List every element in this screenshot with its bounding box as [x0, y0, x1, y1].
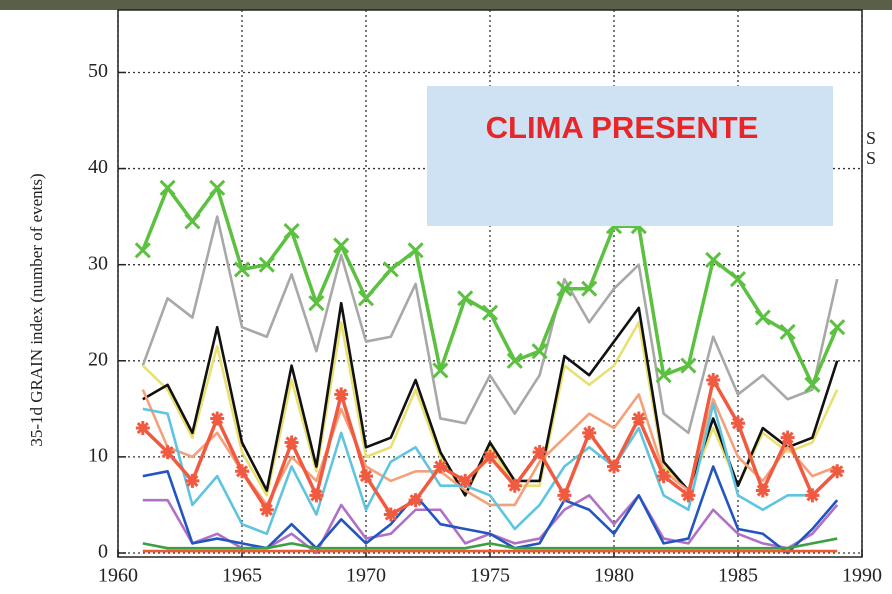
point-marker — [731, 416, 745, 430]
point-marker — [409, 493, 423, 507]
point-marker — [433, 460, 447, 474]
point-marker — [309, 488, 323, 502]
annotation: CLIMA PRESENTE — [486, 110, 759, 145]
point-marker — [632, 411, 646, 425]
point-marker — [805, 488, 819, 502]
x-tick-label: 1990 — [842, 565, 882, 587]
top-strip — [0, 0, 892, 10]
point-marker — [334, 387, 348, 401]
point-marker — [681, 488, 695, 502]
point-marker — [756, 484, 770, 498]
point-marker — [756, 311, 770, 325]
x-tick-label: 1970 — [346, 565, 386, 587]
y-tick-label: 10 — [88, 444, 108, 466]
point-marker — [235, 464, 249, 478]
x-tick-label: 1975 — [470, 565, 510, 587]
y-tick-label: 50 — [88, 60, 108, 82]
right-label: S — [866, 128, 876, 148]
point-marker — [607, 460, 621, 474]
point-marker — [582, 426, 596, 440]
point-marker — [161, 181, 175, 195]
point-marker — [161, 445, 175, 459]
right-label: S — [866, 148, 876, 168]
x-tick-label: 1965 — [222, 565, 262, 587]
point-marker — [706, 373, 720, 387]
point-marker — [533, 445, 547, 459]
page: {"chart_data": {"type": "line", "y_label… — [0, 0, 892, 594]
point-marker — [458, 474, 472, 488]
point-marker — [334, 238, 348, 252]
point-marker — [781, 325, 795, 339]
point-marker — [384, 508, 398, 522]
point-marker — [136, 243, 150, 257]
point-marker — [260, 503, 274, 517]
point-marker — [285, 435, 299, 449]
point-marker — [185, 214, 199, 228]
point-marker — [508, 479, 522, 493]
point-marker — [384, 262, 398, 276]
point-marker — [210, 411, 224, 425]
y-tick-label: 30 — [88, 252, 108, 274]
chart: 010203040501960196519701975198019851990 … — [0, 0, 892, 594]
point-marker — [557, 488, 571, 502]
y-axis-label: 35-1d GRAIN index (number of events) — [27, 173, 46, 446]
x-tick-label: 1985 — [718, 565, 758, 587]
point-marker — [483, 450, 497, 464]
point-marker — [830, 320, 844, 334]
point-marker — [731, 272, 745, 286]
point-marker — [830, 464, 844, 478]
y-tick-label: 20 — [88, 348, 108, 370]
x-tick-label: 1980 — [594, 565, 634, 587]
y-tick-label: 40 — [88, 156, 108, 178]
x-tick-label: 1960 — [98, 565, 138, 587]
point-marker — [483, 306, 497, 320]
point-marker — [359, 291, 373, 305]
point-marker — [185, 474, 199, 488]
annotation-box — [427, 86, 833, 226]
point-marker — [136, 421, 150, 435]
point-marker — [359, 469, 373, 483]
y-tick-label: 0 — [98, 541, 108, 563]
point-marker — [657, 469, 671, 483]
point-marker — [781, 431, 795, 445]
